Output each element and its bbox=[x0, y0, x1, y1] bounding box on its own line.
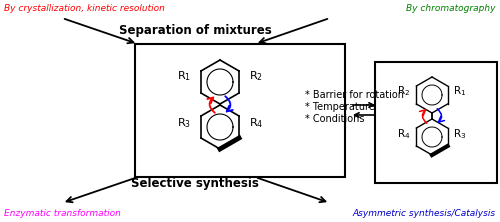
Text: R$_4$: R$_4$ bbox=[249, 116, 263, 130]
Text: R$_3$: R$_3$ bbox=[177, 116, 191, 130]
Text: R$_2$: R$_2$ bbox=[249, 69, 263, 83]
Bar bbox=[135, 44, 345, 177]
Text: * Barrier for rotation: * Barrier for rotation bbox=[305, 90, 404, 100]
Text: Enzymatic transformation: Enzymatic transformation bbox=[4, 209, 121, 218]
Bar bbox=[375, 62, 497, 183]
Text: R$_3$: R$_3$ bbox=[454, 127, 466, 141]
Text: * Conditions: * Conditions bbox=[305, 114, 364, 124]
Text: R$_1$: R$_1$ bbox=[454, 84, 466, 98]
Text: Separation of mixtures: Separation of mixtures bbox=[118, 24, 272, 37]
Text: R$_2$: R$_2$ bbox=[398, 84, 410, 98]
Text: Selective synthesis: Selective synthesis bbox=[131, 177, 259, 190]
Text: R$_1$: R$_1$ bbox=[177, 69, 191, 83]
Text: By chromatography: By chromatography bbox=[406, 4, 496, 13]
Text: By crystallization, kinetic resolution: By crystallization, kinetic resolution bbox=[4, 4, 165, 13]
Text: R$_4$: R$_4$ bbox=[397, 127, 411, 141]
Text: * Temperature: * Temperature bbox=[305, 102, 375, 112]
Text: Asymmetric synthesis/Catalysis: Asymmetric synthesis/Catalysis bbox=[353, 209, 496, 218]
